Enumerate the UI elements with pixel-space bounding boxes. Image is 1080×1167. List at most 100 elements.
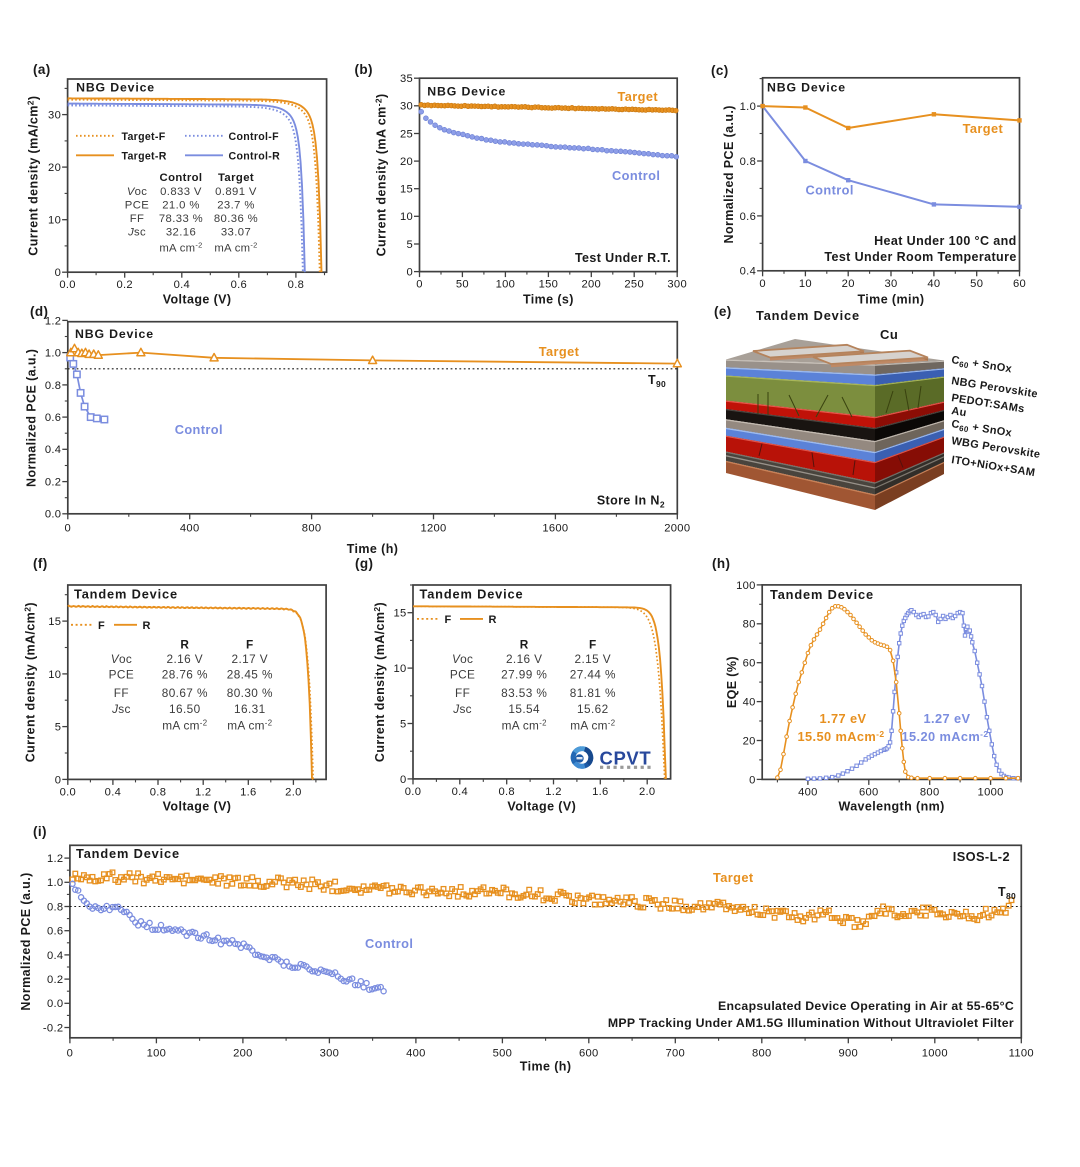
svg-text:Tandem Device: Tandem Device (76, 846, 180, 861)
svg-text:Au: Au (951, 405, 968, 419)
svg-text:23.7 %: 23.7 % (217, 200, 255, 212)
svg-text:100: 100 (496, 279, 516, 291)
svg-text:(d): (d) (30, 304, 48, 319)
svg-text:78.33 %: 78.33 % (159, 213, 203, 225)
svg-text:0.2: 0.2 (116, 279, 132, 291)
svg-text:250: 250 (624, 279, 644, 291)
svg-text:Current density (mA cm-2): Current density (mA cm-2) (373, 93, 388, 256)
svg-text:0.4: 0.4 (47, 950, 63, 962)
svg-text:Target: Target (539, 344, 580, 359)
svg-text:Target: Target (713, 870, 754, 885)
svg-text:Control: Control (612, 168, 660, 183)
svg-text:(i): (i) (33, 824, 47, 839)
svg-text:0.6: 0.6 (47, 926, 63, 938)
svg-text:Current density (mA/cm2): Current density (mA/cm2) (23, 602, 38, 762)
svg-text:2000: 2000 (664, 522, 690, 534)
svg-text:PCE: PCE (450, 668, 475, 682)
svg-text:Voc: Voc (452, 652, 473, 666)
svg-text:80: 80 (743, 619, 756, 631)
svg-text:MPP Tracking Under AM1.5G Illu: MPP Tracking Under AM1.5G Illumination W… (608, 1016, 1014, 1030)
svg-text:300: 300 (320, 1047, 340, 1059)
svg-text:20: 20 (842, 278, 855, 290)
svg-text:Voltage (V): Voltage (V) (507, 800, 576, 814)
svg-text:0.6: 0.6 (231, 279, 247, 291)
svg-text:F: F (246, 638, 254, 652)
svg-text:R: R (180, 638, 189, 652)
svg-text:Heat Under 100 °C and: Heat Under 100 °C and (874, 234, 1017, 248)
svg-text:F: F (445, 614, 452, 626)
svg-text:Cu: Cu (880, 327, 898, 342)
svg-text:NBG Device: NBG Device (767, 81, 846, 95)
svg-text:800: 800 (752, 1047, 772, 1059)
svg-text:700: 700 (666, 1047, 686, 1059)
svg-text:900: 900 (839, 1047, 859, 1059)
svg-text:600: 600 (579, 1047, 599, 1059)
svg-text:NBG Device: NBG Device (427, 85, 506, 99)
svg-text:0.0: 0.0 (405, 786, 421, 798)
svg-text:35: 35 (400, 73, 413, 85)
svg-text:0: 0 (65, 522, 72, 534)
svg-text:Control: Control (806, 183, 854, 198)
svg-text:-0.2: -0.2 (43, 1022, 63, 1034)
svg-text:0: 0 (67, 1047, 74, 1059)
svg-text:600: 600 (859, 786, 879, 798)
svg-text:Test Under Room Temperature: Test Under Room Temperature (824, 250, 1016, 264)
svg-text:Target: Target (218, 172, 254, 184)
svg-text:ISOS-L-2: ISOS-L-2 (953, 849, 1010, 864)
svg-text:R: R (520, 638, 529, 652)
svg-text:Jsc: Jsc (452, 702, 472, 716)
svg-text:150: 150 (539, 279, 559, 291)
svg-text:(c): (c) (711, 63, 729, 78)
svg-text:0.8: 0.8 (45, 380, 61, 392)
svg-text:100: 100 (736, 580, 756, 592)
svg-text:10: 10 (48, 215, 61, 227)
svg-text:2.17 V: 2.17 V (232, 652, 269, 666)
svg-text:30: 30 (400, 101, 413, 113)
svg-text:800: 800 (302, 522, 322, 534)
svg-text:(b): (b) (355, 62, 373, 77)
svg-text:40: 40 (743, 697, 756, 709)
svg-text:400: 400 (180, 522, 200, 534)
svg-text:1.2: 1.2 (545, 786, 561, 798)
svg-text:50: 50 (970, 278, 983, 290)
svg-text:1000: 1000 (922, 1047, 948, 1059)
svg-text:1.2: 1.2 (45, 315, 61, 327)
svg-text:Time (h): Time (h) (347, 542, 399, 556)
svg-text:(g): (g) (355, 556, 373, 571)
svg-text:mA cm-2: mA cm-2 (159, 241, 202, 255)
svg-text:81.81 %: 81.81 % (570, 686, 616, 700)
svg-text:Normalized PCE (a.u.): Normalized PCE (a.u.) (722, 105, 736, 243)
svg-text:5: 5 (406, 239, 413, 251)
svg-text:0.8: 0.8 (150, 786, 166, 798)
svg-text:20: 20 (48, 162, 61, 174)
svg-text:0.8: 0.8 (47, 901, 63, 913)
svg-text:Control-R: Control-R (229, 150, 281, 162)
svg-text:Current density (mA/cm2): Current density (mA/cm2) (26, 95, 41, 255)
svg-text:16.31: 16.31 (234, 702, 266, 716)
svg-text:FF: FF (130, 213, 145, 225)
svg-text:(e): (e) (714, 304, 732, 319)
svg-text:PCE: PCE (125, 200, 149, 212)
svg-text:400: 400 (798, 786, 818, 798)
svg-text:0: 0 (406, 267, 413, 279)
svg-text:Target: Target (963, 121, 1004, 136)
svg-text:33.07: 33.07 (221, 227, 251, 239)
svg-text:1.6: 1.6 (592, 786, 608, 798)
svg-text:NBG Device: NBG Device (75, 327, 154, 341)
svg-text:0.0: 0.0 (45, 509, 61, 521)
svg-text:R: R (489, 614, 497, 626)
svg-text:100: 100 (147, 1047, 167, 1059)
svg-text:R: R (143, 620, 151, 632)
svg-text:Target-R: Target-R (122, 150, 167, 162)
svg-text:Jsc: Jsc (127, 227, 146, 239)
svg-text:2.0: 2.0 (639, 786, 655, 798)
svg-text:15: 15 (393, 608, 406, 620)
svg-text:PCE: PCE (109, 668, 134, 682)
svg-text:mA cm-2: mA cm-2 (162, 719, 207, 733)
svg-text:0.891 V: 0.891 V (215, 186, 257, 198)
svg-text:mA cm-2: mA cm-2 (227, 719, 272, 733)
svg-text:80.67 %: 80.67 % (162, 686, 208, 700)
svg-text:EQE (%): EQE (%) (725, 656, 739, 708)
svg-text:Wavelength (nm): Wavelength (nm) (838, 800, 944, 814)
svg-text:0.6: 0.6 (740, 211, 756, 223)
